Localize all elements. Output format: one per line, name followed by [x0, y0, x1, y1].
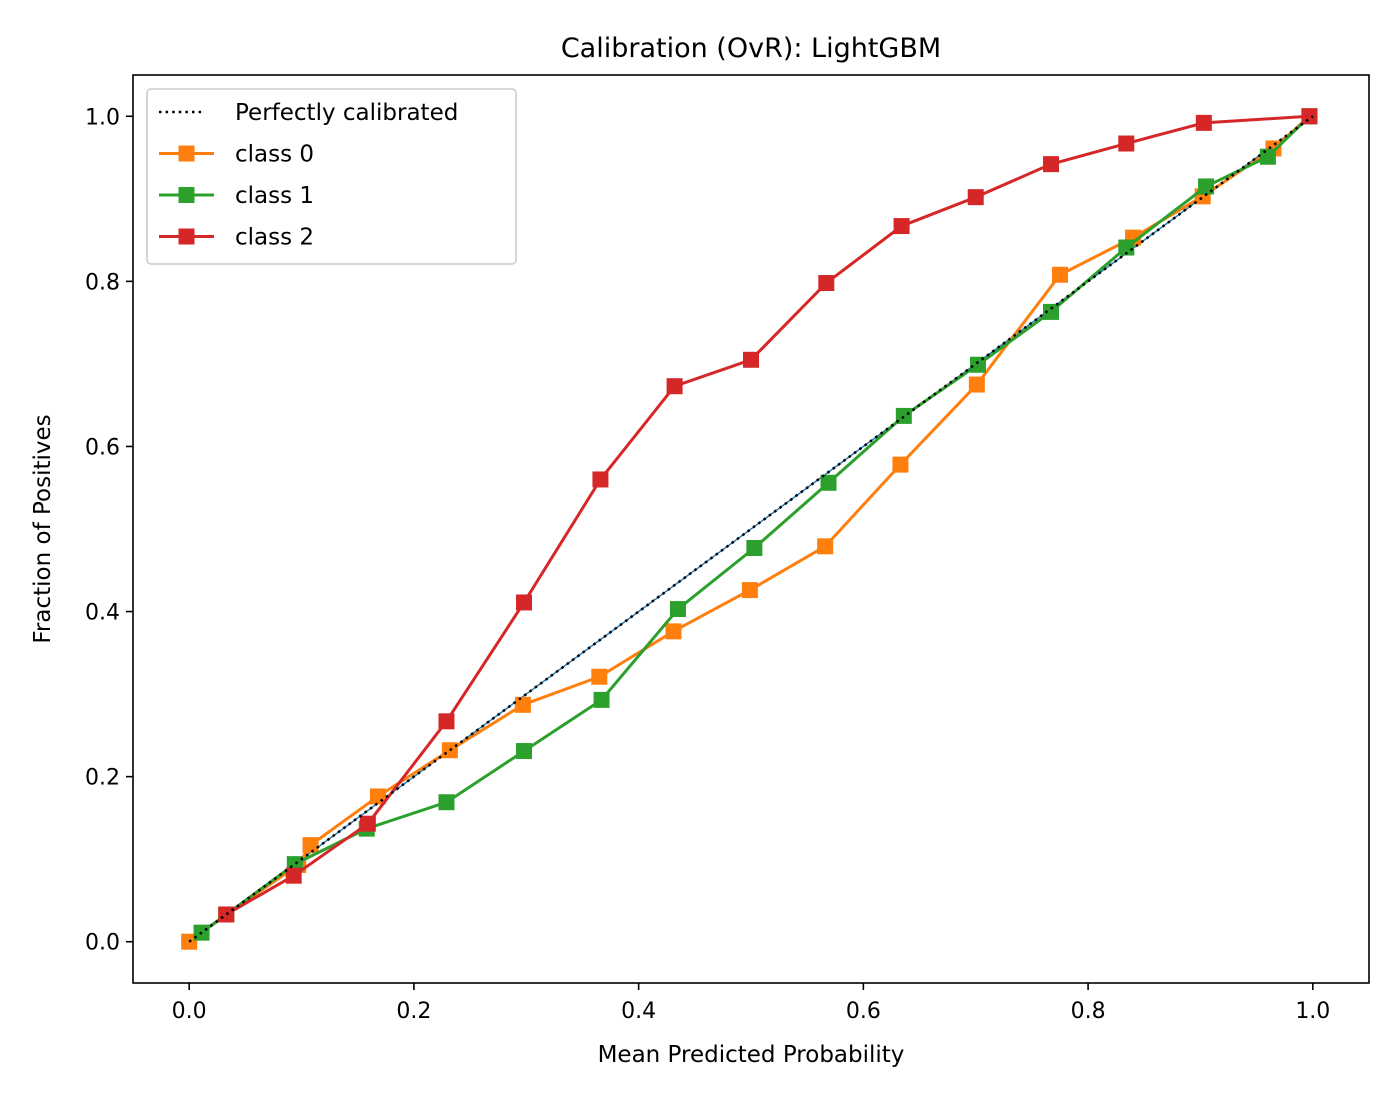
data-point-class-2 — [1195, 114, 1212, 131]
data-point-class-0 — [1052, 266, 1068, 283]
data-point-class-0 — [302, 837, 319, 854]
legend-swatch-marker — [178, 145, 195, 162]
data-point-class-1 — [1043, 303, 1060, 320]
data-point-class-2 — [592, 471, 609, 488]
x-tick-label: 0.6 — [846, 999, 881, 1024]
data-point-class-2 — [285, 867, 302, 884]
data-point-class-2 — [438, 713, 455, 730]
data-point-class-1 — [669, 601, 686, 618]
y-tick-label: 1.0 — [85, 105, 120, 130]
x-tick-label: 0.8 — [1071, 999, 1106, 1024]
data-point-class-1 — [895, 407, 912, 424]
data-point-class-0 — [968, 376, 985, 393]
data-point-class-0 — [892, 456, 909, 473]
x-tick-label: 0.4 — [621, 999, 656, 1024]
data-point-class-1 — [969, 356, 986, 373]
data-point-class-2 — [1118, 135, 1135, 152]
y-axis-label: Fraction of Positives — [30, 414, 56, 643]
data-point-class-0 — [514, 696, 531, 713]
data-point-class-1 — [593, 691, 610, 708]
data-point-class-0 — [591, 668, 608, 685]
legend-label: class 2 — [235, 225, 314, 251]
data-point-class-2 — [893, 218, 910, 235]
legend-swatch-marker — [178, 187, 195, 203]
y-tick-label: 0.2 — [85, 766, 120, 791]
data-point-class-2 — [1043, 156, 1060, 173]
y-tick-label: 0.0 — [85, 931, 120, 956]
data-point-class-1 — [438, 794, 455, 811]
x-tick-label: 0.0 — [172, 999, 207, 1024]
data-point-class-1 — [820, 474, 837, 491]
plot-area: 0.0 0.2 0.4 0.6 0.8 1.0 0.0 0.2 0.4 0.6 0.8 1.0 Perf… — [85, 74, 1370, 1024]
y-tick-label: 0.8 — [85, 270, 120, 295]
data-point-class-2 — [359, 815, 376, 832]
x-axis-label: Mean Predicted Probability — [598, 1042, 905, 1068]
x-tick-label: 0.2 — [396, 999, 431, 1024]
data-point-class-2 — [1301, 108, 1318, 125]
data-point-class-2 — [516, 594, 533, 611]
reference-line — [188, 115, 1314, 943]
chart-title: Calibration (OvR): LightGBM — [561, 33, 941, 64]
y-tick-label: 0.6 — [85, 435, 120, 460]
data-point-class-1 — [1118, 239, 1135, 256]
data-point-class-0 — [665, 623, 682, 640]
y-tick-label: 0.4 — [85, 601, 120, 626]
x-tick-label: 1.0 — [1295, 999, 1330, 1024]
data-point-class-2 — [743, 351, 759, 368]
data-point-class-1 — [746, 539, 763, 556]
legend-label: Perfectly calibrated — [235, 100, 458, 126]
data-point-class-2 — [666, 378, 683, 395]
axes-frame — [132, 74, 1370, 984]
data-point-class-2 — [818, 275, 835, 292]
data-point-class-0 — [741, 582, 758, 599]
legend-label: class 1 — [235, 183, 314, 209]
data-point-class-2 — [967, 189, 984, 206]
legend-box — [146, 88, 517, 265]
legend-swatch-marker — [178, 228, 195, 245]
legend-label: class 0 — [235, 142, 314, 168]
data-point-class-1 — [1259, 148, 1276, 165]
data-point-class-0 — [817, 538, 834, 555]
data-point-class-1 — [516, 743, 533, 760]
legend: Perfectly calibrated class 0 class 1 class … — [146, 88, 517, 265]
